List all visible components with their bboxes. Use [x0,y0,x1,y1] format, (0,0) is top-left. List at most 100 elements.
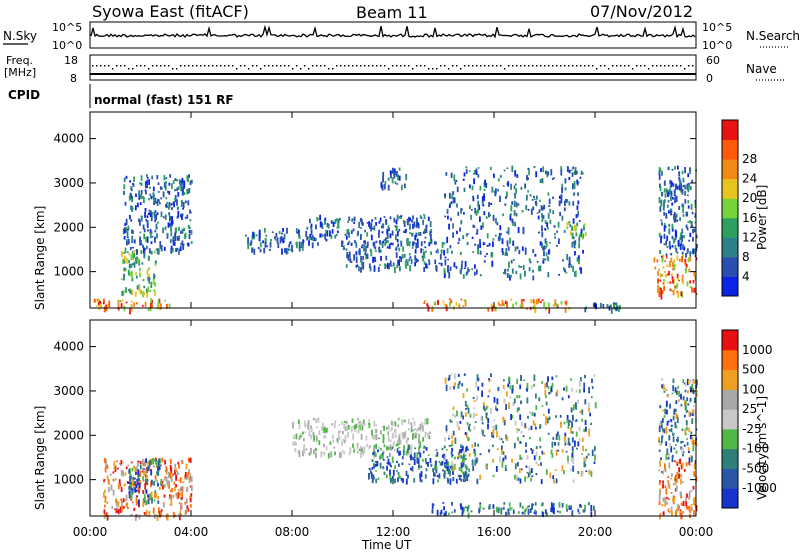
range-gate-cell [519,304,522,309]
range-gate-cell [550,169,553,176]
range-gate-cell [672,415,675,421]
range-gate-cell [389,452,391,457]
range-gate-cell [378,437,380,440]
range-gate-cell [674,216,677,223]
range-gate-cell [391,456,394,463]
range-gate-cell [421,425,424,432]
range-gate-cell [678,184,681,191]
range-gate-cell [443,273,446,279]
range-gate-cell [578,512,581,514]
range-gate-cell [167,484,170,488]
range-gate-cell [457,241,460,245]
range-gate-cell [694,409,697,416]
range-gate-cell [660,219,663,222]
range-gate-cell [130,263,133,268]
range-gate-cell [538,397,541,402]
range-gate-cell [488,202,490,208]
range-gate-cell [150,195,153,200]
range-gate-cell [454,456,456,460]
range-gate-cell [692,280,695,284]
range-gate-cell [466,388,468,392]
range-gate-cell [667,497,670,501]
range-gate-cell [169,174,172,178]
range-gate-cell [532,275,535,281]
range-gate-cell [141,262,144,265]
range-gate-cell [385,264,387,268]
range-gate-cell [670,253,673,256]
range-gate-cell [319,221,322,228]
range-gate-cell [159,241,162,248]
range-gate-cell [661,436,663,444]
range-gate-cell [488,243,491,247]
range-gate-cell [142,247,145,254]
range-gate-cell [346,229,349,235]
range-gate-cell [670,190,673,197]
range-gate-cell [547,432,550,435]
nave-point [284,65,286,67]
range-gate-cell [682,379,685,384]
range-gate-cell [358,221,360,229]
range-gate-cell [503,502,506,505]
range-gate-cell [667,192,669,197]
range-gate-cell [151,211,153,218]
range-gate-cell [342,245,345,251]
range-gate-cell [676,185,679,190]
range-gate-cell [373,225,376,231]
range-gate-cell [690,431,693,435]
range-gate-cell [331,229,334,234]
range-gate-cell [558,502,561,508]
range-gate-cell [372,474,375,478]
range-gate-cell [686,281,689,287]
range-gate-cell [672,436,675,443]
range-gate-cell [126,231,129,238]
frequency-panel-frame [89,54,697,81]
range-gate-cell [563,207,566,212]
range-gate-cell [685,267,687,274]
range-gate-cell [573,242,576,249]
range-gate-cell [474,442,476,447]
range-gate-cell [658,440,661,443]
range-gate-cell [280,235,283,242]
range-gate-cell [529,470,531,476]
range-gate-cell [150,491,153,498]
nave-point [388,68,390,70]
range-gate-cell [501,238,504,245]
range-gate-cell [475,171,478,175]
range-gate-cell [412,417,415,420]
range-gate-cell [190,476,193,483]
range-gate-cell [379,242,382,245]
range-gate-cell [388,263,390,270]
range-gate-cell [692,379,694,384]
range-gate-cell [147,465,150,472]
range-gate-cell [671,456,674,463]
nave-point [360,65,362,67]
range-gate-cell [146,292,149,298]
range-gate-cell [676,462,679,466]
range-gate-cell [377,266,380,272]
range-gate-cell [540,479,543,485]
range-gate-cell [371,477,374,484]
range-gate-cell [130,307,133,312]
range-gate-cell [566,414,569,420]
range-gate-cell [533,383,535,387]
range-gate-cell [687,182,690,188]
range-gate-cell [572,183,574,190]
range-gate-cell [661,504,664,507]
nave-point [144,65,146,67]
range-gate-cell [432,478,435,485]
range-gate-cell [123,236,126,240]
range-gate-cell [561,503,564,508]
range-gate-cell [430,233,432,240]
range-gate-cell [457,456,459,460]
range-gate-cell [496,506,498,513]
range-gate-cell [462,235,465,240]
range-gate-cell [486,464,488,469]
range-gate-cell [393,168,396,175]
range-gate-cell [153,273,155,280]
range-gate-cell [414,234,417,241]
range-gate-cell [517,511,520,514]
range-gate-cell [341,441,343,446]
range-gate-cell [572,201,575,206]
freq-bottom-tick: 8 [70,72,77,85]
range-gate-cell [671,223,674,229]
